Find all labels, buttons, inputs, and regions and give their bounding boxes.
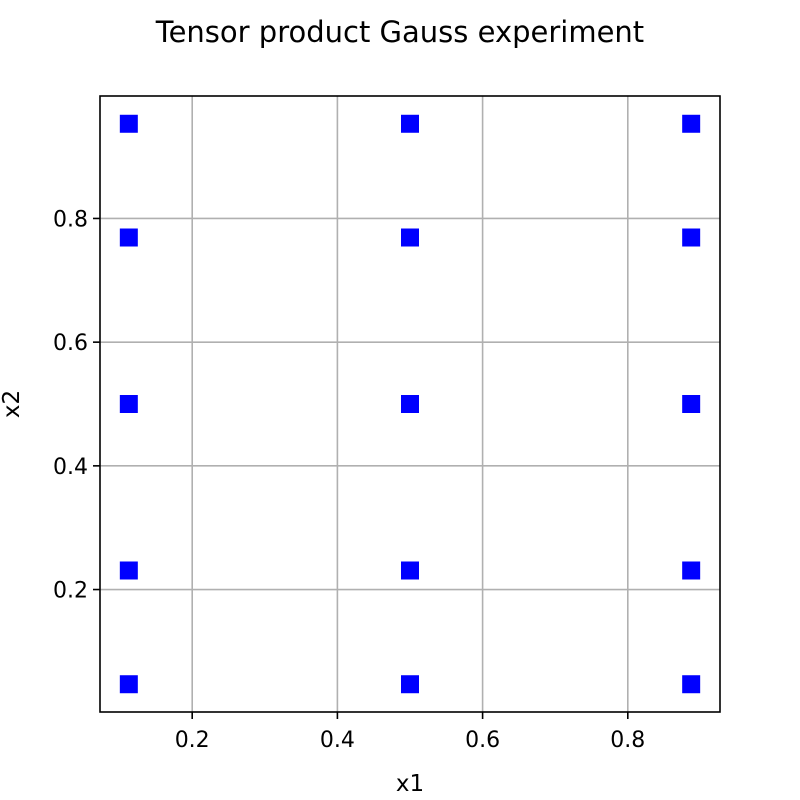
data-point-marker xyxy=(401,114,419,133)
data-point-marker xyxy=(401,395,419,413)
data-point-marker xyxy=(401,228,419,247)
data-point-marker xyxy=(682,395,701,413)
chart-title: Tensor product Gauss experiment xyxy=(155,15,644,49)
y-tick-label: 0.2 xyxy=(53,579,88,604)
data-point-marker xyxy=(682,561,701,580)
data-point-marker xyxy=(682,675,701,694)
y-tick-label: 0.6 xyxy=(53,331,88,356)
data-point-marker xyxy=(119,561,138,580)
x-tick-label: 0.8 xyxy=(610,728,645,753)
x-axis-label: x1 xyxy=(396,771,424,797)
data-point-marker xyxy=(401,561,419,580)
plot-frame xyxy=(99,95,721,713)
y-tick-label: 0.4 xyxy=(53,455,88,480)
x-axis-ticks: 0.2 0.4 0.6 0.8 xyxy=(175,712,645,753)
data-point-marker xyxy=(119,675,138,694)
x-tick-label: 0.2 xyxy=(175,728,210,753)
data-points xyxy=(119,114,701,694)
data-point-marker xyxy=(119,114,138,133)
data-point-marker xyxy=(682,114,701,133)
data-point-marker xyxy=(682,228,701,247)
y-axis-label: x2 xyxy=(0,390,25,418)
data-point-marker xyxy=(119,228,138,247)
data-point-marker xyxy=(401,675,419,694)
y-axis-ticks: 0.2 0.4 0.6 0.8 xyxy=(53,207,100,604)
y-tick-label: 0.8 xyxy=(53,207,88,232)
data-point-marker xyxy=(119,395,138,413)
x-tick-label: 0.4 xyxy=(320,728,355,753)
x-tick-label: 0.6 xyxy=(465,728,500,753)
grid-lines xyxy=(100,96,720,712)
